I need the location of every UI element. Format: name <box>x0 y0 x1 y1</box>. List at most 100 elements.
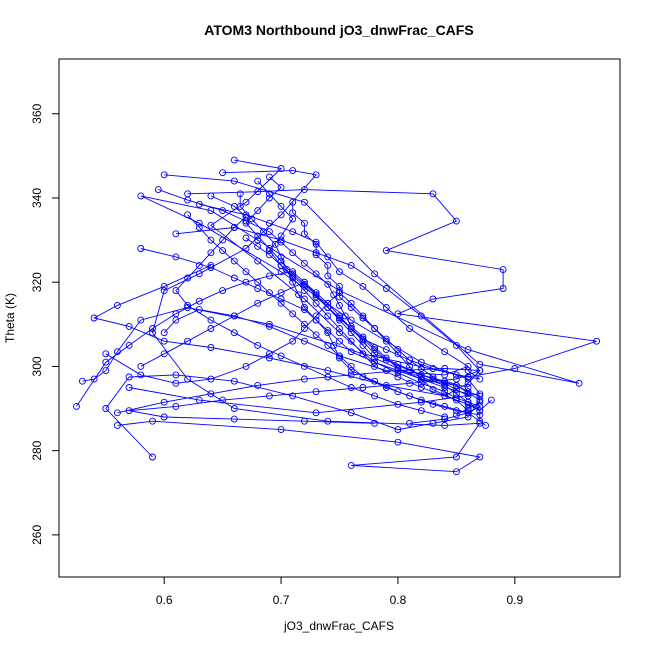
data-point <box>312 289 320 297</box>
data-point <box>254 381 262 389</box>
data-point <box>254 299 262 307</box>
data-point <box>347 367 355 375</box>
data-point <box>476 402 484 410</box>
series-1 <box>78 186 601 385</box>
data-point <box>499 285 507 292</box>
data-point <box>464 388 472 396</box>
series-19 <box>102 289 472 415</box>
data-point <box>230 405 238 412</box>
data-point <box>336 316 343 324</box>
data-point <box>137 316 145 324</box>
series-2 <box>125 171 583 417</box>
data-point <box>382 354 390 362</box>
data-point <box>324 272 332 280</box>
data-point <box>160 398 168 406</box>
series-line <box>239 193 486 426</box>
data-point <box>300 362 308 370</box>
data-point <box>277 211 285 219</box>
data-point <box>452 468 460 476</box>
data-point <box>312 240 320 248</box>
data-point <box>265 219 273 227</box>
data-point <box>195 261 203 269</box>
data-point <box>172 230 180 238</box>
data-point <box>102 350 110 358</box>
data-point <box>312 409 320 417</box>
data-point <box>137 371 145 379</box>
data-point <box>593 337 601 345</box>
data-point <box>160 171 168 179</box>
data-point <box>336 289 343 297</box>
data-point <box>441 381 449 389</box>
data-point <box>230 257 238 265</box>
data-point <box>347 384 355 391</box>
data-point <box>242 217 250 225</box>
data-point <box>300 198 308 206</box>
data-point <box>336 301 343 309</box>
data-point <box>312 316 320 324</box>
data-point <box>149 417 156 425</box>
data-point <box>300 230 308 238</box>
data-point <box>277 165 285 172</box>
data-point <box>336 337 343 345</box>
data-point <box>382 247 390 255</box>
data-point <box>347 304 355 311</box>
data-point <box>406 379 414 387</box>
data-point <box>324 304 332 311</box>
data-point <box>300 337 308 345</box>
data-point <box>406 325 414 332</box>
data-point <box>336 314 343 322</box>
data-point <box>394 388 402 396</box>
data-point <box>359 384 367 391</box>
data-point <box>371 377 379 385</box>
y-tick-label: 320 <box>30 272 44 292</box>
data-point <box>172 371 180 379</box>
data-point <box>113 301 121 309</box>
data-point <box>394 369 402 377</box>
y-tick-label: 260 <box>30 525 44 545</box>
data-point <box>464 367 472 375</box>
data-point <box>90 314 98 322</box>
data-point <box>452 217 460 225</box>
data-point <box>265 289 273 297</box>
data-point <box>417 384 425 391</box>
data-point <box>312 291 320 299</box>
data-point <box>265 272 273 280</box>
x-axis-label: jO3_dnwFrac_CAFS <box>283 619 394 633</box>
data-point <box>195 219 203 227</box>
data-point <box>277 299 285 307</box>
data-point <box>277 289 285 297</box>
data-point <box>242 234 250 242</box>
data-point <box>125 341 133 349</box>
data-point <box>382 304 390 311</box>
data-point <box>160 287 168 295</box>
data-point <box>102 358 110 366</box>
data-point <box>277 238 285 246</box>
data-point <box>277 426 285 434</box>
data-point <box>172 253 180 261</box>
data-point <box>324 299 332 307</box>
data-point <box>394 310 402 318</box>
data-point <box>359 333 367 341</box>
data-point <box>277 352 285 360</box>
data-point <box>511 365 519 372</box>
data-point <box>300 325 308 332</box>
plot-frame <box>58 58 621 578</box>
data-point <box>219 247 227 255</box>
data-point <box>277 183 285 191</box>
data-point <box>248 215 256 223</box>
data-point <box>265 322 273 330</box>
data-point <box>394 400 402 408</box>
data-point <box>417 375 425 383</box>
data-point <box>265 190 273 198</box>
data-point <box>277 257 285 265</box>
data-point <box>160 282 168 290</box>
data-point <box>254 242 262 250</box>
data-point <box>347 362 355 370</box>
data-point <box>265 350 273 358</box>
data-point <box>242 198 250 206</box>
data-point <box>417 407 425 415</box>
series-line <box>158 189 469 395</box>
data-point <box>207 264 215 271</box>
data-point <box>219 207 227 215</box>
data-point <box>160 350 168 358</box>
